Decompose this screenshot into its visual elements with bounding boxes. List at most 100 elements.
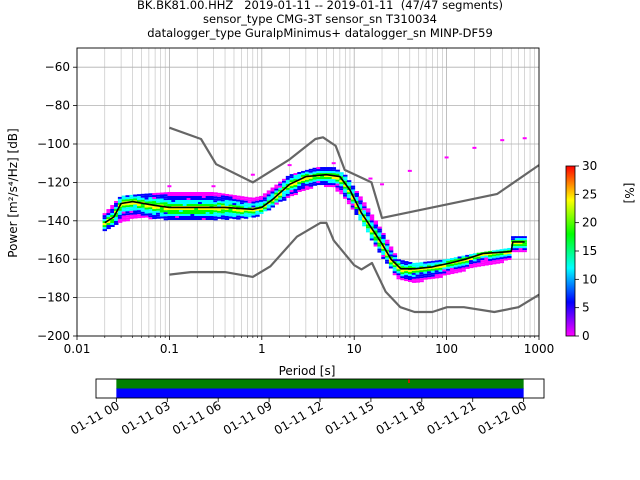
histogram-cell [190, 192, 195, 194]
histogram-cell [358, 206, 363, 209]
colorbar-tick-label: 15 [582, 244, 597, 258]
histogram-cell [343, 184, 348, 187]
histogram-cell [228, 200, 233, 203]
histogram-cell [144, 197, 150, 200]
histogram-cell [217, 196, 222, 199]
histogram-cell [411, 278, 417, 281]
histogram-cell [278, 199, 283, 202]
histogram-cell [259, 211, 264, 214]
histogram-cell [480, 262, 485, 265]
histogram-cell [427, 269, 432, 272]
histogram-cell [129, 214, 134, 217]
histogram-cell [152, 193, 157, 196]
histogram-cell [469, 264, 474, 267]
histogram-cell [446, 260, 451, 263]
histogram-cell [346, 200, 352, 203]
histogram-cell [243, 196, 249, 199]
histogram-cell [255, 212, 260, 215]
histogram-cell [266, 204, 272, 207]
histogram-cell [182, 212, 188, 214]
histogram-cell [438, 271, 443, 274]
histogram-cell [228, 216, 233, 219]
outlier-cell [500, 139, 505, 142]
histogram-cell [266, 196, 272, 199]
histogram-cell [106, 217, 111, 220]
histogram-cell [159, 192, 165, 195]
histogram-cell [331, 185, 337, 188]
histogram-cell [159, 204, 165, 207]
histogram-cell [240, 212, 245, 215]
histogram-cell [453, 265, 459, 268]
histogram-cell [117, 196, 123, 199]
histogram-cell [522, 246, 527, 249]
histogram-cell [327, 183, 333, 186]
histogram-cell [217, 192, 222, 195]
histogram-cell [449, 260, 455, 263]
histogram-cell [171, 210, 176, 212]
histogram-cell [114, 222, 119, 225]
histogram-cell [511, 238, 516, 241]
histogram-cell [102, 223, 108, 226]
histogram-cell [484, 263, 489, 266]
histogram-cell [499, 255, 504, 258]
histogram-cell [224, 209, 230, 212]
histogram-cell [129, 202, 134, 205]
histogram-cell [278, 183, 283, 186]
histogram-cell [354, 212, 359, 215]
histogram-cell [404, 275, 409, 278]
histogram-cell [411, 270, 417, 273]
histogram-cell [232, 217, 237, 220]
histogram-cell [396, 277, 401, 280]
histogram-cell [488, 262, 493, 265]
histogram-cell [232, 213, 237, 216]
histogram-cell [110, 211, 115, 214]
histogram-cell [407, 262, 413, 265]
histogram-cell [335, 171, 340, 174]
histogram-cell [209, 210, 214, 212]
histogram-cell [213, 200, 218, 203]
histogram-cell [167, 192, 172, 194]
histogram-cell [472, 253, 478, 256]
histogram-cell [175, 208, 180, 210]
histogram-cell [102, 215, 108, 218]
histogram-cell [247, 203, 253, 206]
histogram-cell [434, 260, 440, 263]
histogram-cell [255, 196, 260, 199]
histogram-cell [205, 208, 211, 210]
histogram-cell [430, 262, 436, 265]
histogram-cell [194, 200, 199, 202]
histogram-cell [415, 264, 421, 267]
histogram-cell [201, 218, 207, 220]
histogram-cell [465, 254, 470, 257]
histogram-cell [335, 179, 340, 182]
histogram-cell [236, 201, 241, 204]
histogram-cell [190, 196, 195, 198]
histogram-cell [491, 258, 497, 261]
histogram-cell [495, 257, 501, 260]
histogram-cell [140, 211, 146, 214]
histogram-cell [381, 252, 386, 255]
histogram-cell [446, 266, 451, 269]
histogram-cell [243, 204, 249, 207]
histogram-cell [434, 276, 440, 279]
histogram-cell [224, 201, 230, 204]
histogram-cell [491, 262, 497, 265]
histogram-cell [442, 267, 447, 270]
histogram-cell [167, 212, 172, 214]
histogram-cell [236, 213, 241, 216]
timeline-tick-label: 01-11 03 [119, 398, 173, 437]
histogram-cell [503, 258, 508, 261]
histogram-cell [236, 211, 241, 214]
histogram-cell [400, 260, 405, 263]
histogram-cell [373, 226, 379, 229]
histogram-cell [125, 213, 130, 216]
histogram-cell [198, 202, 203, 204]
histogram-cell [320, 183, 325, 186]
histogram-cell [178, 194, 184, 196]
histogram-cell [106, 213, 111, 216]
histogram-cell [167, 218, 172, 220]
histogram-cell [323, 185, 329, 188]
histogram-cell [415, 280, 421, 283]
histogram-cell [198, 192, 203, 194]
histogram-cell [182, 210, 188, 212]
